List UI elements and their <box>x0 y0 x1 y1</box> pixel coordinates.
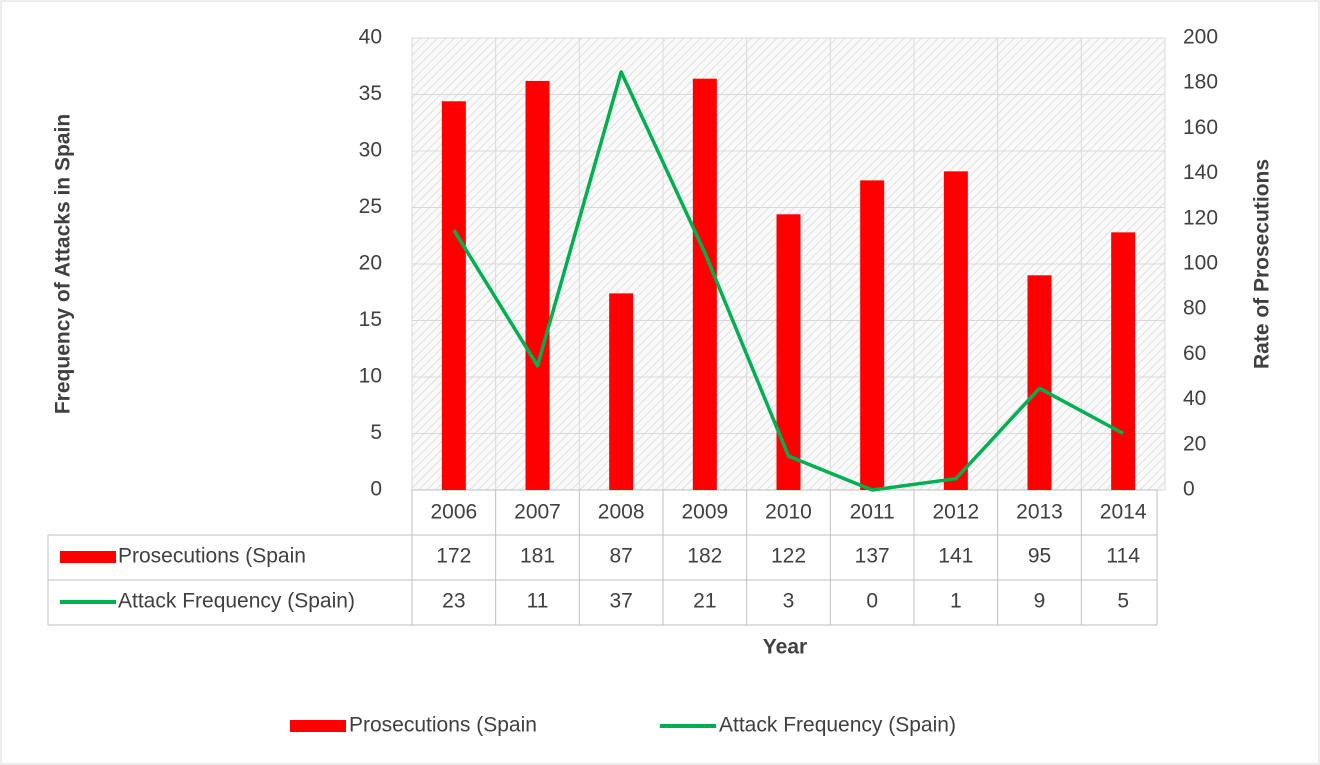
table-value: 87 <box>609 545 632 568</box>
y-tick-label: 20 <box>359 252 382 275</box>
x-tick-label: 2010 <box>765 501 812 524</box>
y-tick-label: 5 <box>370 421 382 444</box>
bar <box>776 214 801 490</box>
x-tick-label: 2007 <box>514 501 561 524</box>
y-tick-label: 10 <box>359 365 382 388</box>
table-value: 0 <box>866 590 878 613</box>
table-row-label: Attack Frequency (Spain) <box>118 590 355 613</box>
table-row-label: Prosecutions (Spain <box>118 545 306 568</box>
bar <box>441 101 466 490</box>
y2-tick-label: 160 <box>1183 116 1218 139</box>
legend-label: Prosecutions (Spain <box>349 714 537 737</box>
y2-tick-label: 100 <box>1183 252 1218 275</box>
table-value: 122 <box>771 545 806 568</box>
legend-label: Attack Frequency (Spain) <box>719 714 956 737</box>
table-value: 141 <box>938 545 973 568</box>
y-tick-label: 35 <box>359 82 382 105</box>
table-value: 3 <box>783 590 795 613</box>
y-tick-label: 40 <box>359 26 382 49</box>
table-value: 181 <box>520 545 555 568</box>
y2-tick-label: 140 <box>1183 161 1218 184</box>
bar <box>1111 232 1136 491</box>
bar <box>860 180 885 490</box>
table-value: 114 <box>1106 545 1140 568</box>
line <box>452 70 1124 492</box>
y2-tick-label: 80 <box>1183 297 1206 320</box>
y2-tick-label: 200 <box>1183 26 1218 49</box>
y2-tick-label: 20 <box>1183 432 1206 455</box>
y2-tick-label: 120 <box>1183 206 1218 229</box>
table-value: 23 <box>442 590 465 613</box>
table-value: 182 <box>687 545 722 568</box>
y-tick-label: 25 <box>359 195 382 218</box>
x-tick-label: 2006 <box>430 501 477 524</box>
y2-tick-label: 180 <box>1183 71 1218 94</box>
y-axis-title: Frequency of Attacks in Spain <box>52 114 75 414</box>
y2-tick-label: 0 <box>1183 478 1195 501</box>
table-value: 5 <box>1117 590 1129 613</box>
y-tick-label: 30 <box>359 139 382 162</box>
y-tick-label: 15 <box>359 308 382 331</box>
x-tick-label: 2011 <box>850 501 895 524</box>
table-value: 1 <box>950 590 962 613</box>
x-tick-label: 2013 <box>1016 501 1063 524</box>
bar <box>609 293 634 490</box>
bar <box>1027 275 1052 490</box>
table-value: 95 <box>1028 545 1051 568</box>
x-tick-label: 2014 <box>1100 501 1147 524</box>
table-value: 11 <box>527 590 549 613</box>
bar <box>692 78 717 491</box>
x-tick-label: 2012 <box>932 501 979 524</box>
y2-tick-label: 40 <box>1183 387 1206 410</box>
table-value: 172 <box>436 545 471 568</box>
bar <box>525 80 550 490</box>
y2-tick-label: 60 <box>1183 342 1206 365</box>
y-tick-label: 0 <box>370 478 382 501</box>
x-tick-label: 2008 <box>598 501 645 524</box>
table-value: 9 <box>1034 590 1046 613</box>
table-value: 37 <box>609 590 632 613</box>
table-value: 137 <box>855 545 890 568</box>
table-value: 21 <box>693 590 716 613</box>
legend-key <box>290 720 346 732</box>
x-tick-label: 2009 <box>681 501 728 524</box>
y2-axis-title: Rate of Prosecutions <box>1251 159 1274 369</box>
legend-key <box>60 551 116 563</box>
bar <box>943 171 968 490</box>
x-axis-title: Year <box>763 636 807 659</box>
